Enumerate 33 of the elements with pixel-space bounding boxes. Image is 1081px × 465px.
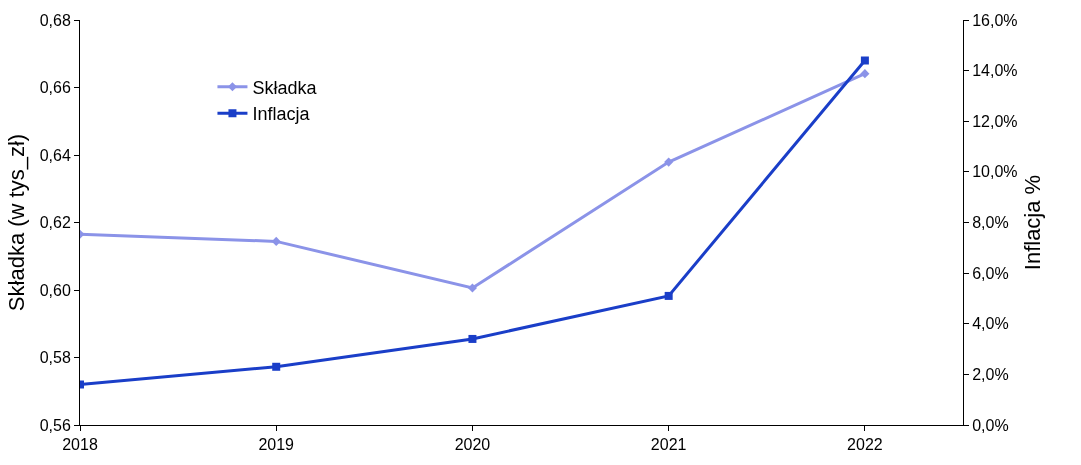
x-tick-label: 2022 (847, 436, 883, 454)
x-tick-label: 2019 (258, 436, 295, 454)
y-tick-label: 0,56 (39, 416, 71, 434)
y2-tick-label: 6,0% (972, 264, 1009, 282)
y-axis-title: Składka (w tys_zł) (4, 133, 30, 312)
point (664, 291, 673, 300)
y-tick-label: 0,64 (39, 146, 71, 164)
y-tick-label: 0,68 (39, 11, 71, 29)
legend-label: Inflacja (252, 104, 311, 125)
point (467, 283, 477, 293)
x-tick-label: 2018 (62, 436, 98, 454)
point (271, 236, 281, 246)
x-tick-label: 2020 (454, 436, 491, 454)
y-tick-label: 0,66 (39, 79, 71, 97)
y2-axis-title: Inflacja % (1020, 174, 1046, 271)
y-tick-label: 0,58 (39, 349, 71, 367)
y-tick-label: 0,60 (39, 281, 71, 299)
y2-tick-label: 4,0% (972, 315, 1009, 333)
y2-tick-label: 16,0% (972, 11, 1018, 29)
point (860, 56, 869, 65)
point (272, 362, 281, 371)
legend-label: Składka (252, 77, 318, 98)
y2-tick-label: 10,0% (972, 163, 1018, 181)
y-tick-label: 0,62 (39, 214, 71, 232)
y2-tick-label: 12,0% (972, 112, 1018, 130)
y2-tick-label: 0,0% (972, 416, 1009, 434)
y2-tick-label: 14,0% (972, 62, 1018, 80)
x-tick-label: 2021 (650, 436, 687, 454)
y2-tick-label: 8,0% (972, 214, 1009, 232)
y2-tick-label: 2,0% (972, 365, 1009, 383)
point (664, 157, 674, 167)
point (860, 69, 870, 79)
point (468, 334, 477, 343)
